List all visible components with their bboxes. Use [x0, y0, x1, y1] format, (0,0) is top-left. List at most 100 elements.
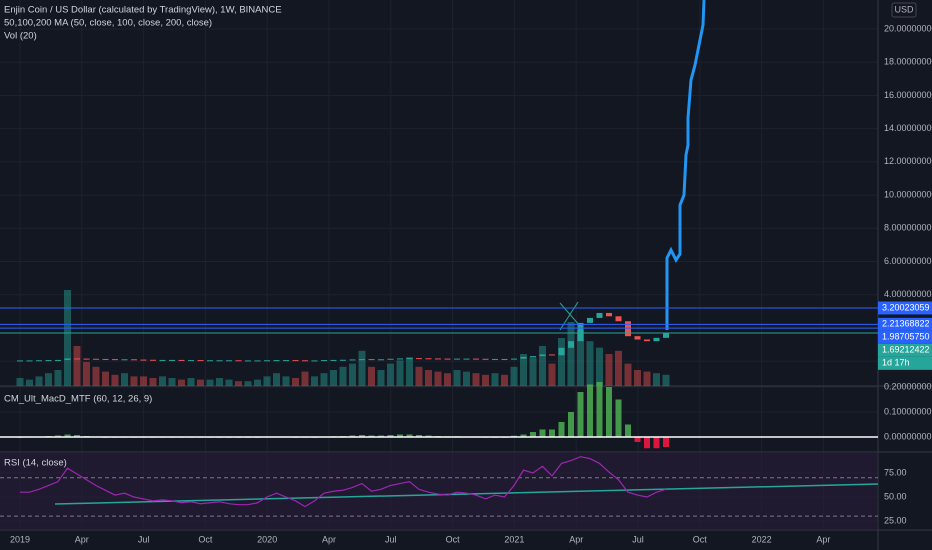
volume-bar [567, 322, 575, 386]
volume-bar [64, 290, 71, 386]
y-tick-label: 16.00000000 [884, 90, 932, 100]
candle [435, 358, 441, 360]
y-tick-label: 25.00 [884, 515, 907, 525]
candle [311, 360, 318, 362]
candle [121, 359, 128, 361]
y-tick-label: 6.00000000 [884, 256, 932, 266]
candle [131, 359, 137, 361]
time-label: Apr [569, 534, 583, 544]
volume-bar [292, 378, 299, 386]
volume-bar [54, 370, 62, 386]
volume-bar [83, 362, 90, 386]
candle [568, 341, 574, 348]
macd-bar [644, 437, 650, 449]
y-tick-label: 14.00000000 [884, 123, 932, 133]
y-tick-label: 75.00 [884, 467, 907, 477]
y-tick-label: 12.00000000 [884, 156, 932, 166]
symbol-legend: Enjin Coin / US Dollar (calculated by Tr… [4, 5, 282, 16]
volume-bar [225, 379, 233, 386]
volume-bar [406, 357, 413, 386]
volume-bar [216, 378, 223, 386]
candle [520, 356, 527, 359]
candle [577, 322, 584, 342]
candle [197, 360, 204, 362]
volume-bar [206, 379, 214, 386]
volume-bar [92, 366, 100, 386]
candle [539, 354, 546, 357]
time-label: 2022 [752, 534, 772, 544]
candle [425, 358, 432, 360]
candle [359, 359, 365, 361]
volume-bar [301, 371, 309, 386]
candle [264, 360, 270, 362]
currency: USD [894, 4, 914, 14]
price-label-bg [878, 317, 932, 331]
macd-bar [397, 434, 403, 437]
candle [283, 360, 289, 362]
time-label: Apr [75, 534, 89, 544]
time-label: Jul [385, 534, 397, 544]
volume-bar [178, 379, 185, 386]
volume-bar [415, 366, 423, 386]
macd-bar [549, 429, 555, 437]
candle [207, 360, 213, 362]
volume-bar [472, 373, 480, 386]
candle [112, 359, 118, 361]
candle [454, 358, 460, 360]
volume-bar [425, 370, 432, 386]
macd-bar [568, 412, 574, 437]
macd-legend: CM_Ult_MacD_MTF (60, 12, 26, 9) [4, 394, 152, 405]
drawing-line [559, 301, 579, 331]
candle [330, 359, 337, 361]
candle [64, 358, 71, 360]
candle [596, 312, 603, 318]
candle [93, 358, 99, 360]
volume-bar [26, 379, 33, 386]
volume-bar [643, 371, 651, 386]
y-tick-label: 0.10000000 [884, 406, 932, 416]
time-label: 2019 [10, 534, 30, 544]
rsi-background [0, 452, 878, 530]
y-tick-label: 20.00000000 [884, 23, 932, 33]
candle [321, 360, 327, 362]
candle [606, 312, 612, 317]
candle [26, 360, 33, 362]
candle [169, 359, 175, 361]
candle [444, 358, 451, 360]
price-label: 1.69212422 [882, 345, 930, 355]
time-label: 2021 [504, 534, 524, 544]
volume-bar [168, 378, 176, 386]
volume-bar [624, 363, 632, 386]
candle [216, 360, 223, 362]
volume-bar [349, 363, 356, 386]
volume-bar [111, 374, 119, 386]
candle [501, 358, 508, 360]
volume-bar [444, 373, 451, 386]
currency-badge[interactable] [891, 2, 917, 18]
y-tick-label: 4.00000000 [884, 289, 932, 299]
volume-bar [149, 378, 157, 386]
candle [140, 359, 147, 361]
countdown: 1d 17h [882, 358, 910, 368]
volume-bar [140, 376, 147, 386]
volume-bar [605, 354, 613, 386]
volume-bar [501, 374, 508, 386]
volume-bar [121, 373, 128, 386]
y-tick-label: 8.00000000 [884, 223, 932, 233]
volume-bar [453, 370, 461, 386]
candle [492, 358, 498, 360]
volume-bar [358, 350, 366, 386]
macd-bar [663, 437, 669, 447]
y-tick-label: 10.00000000 [884, 189, 932, 199]
ma-legend: 50,100,200 MA (50, close, 100, close, 20… [4, 18, 212, 29]
macd-bar [615, 399, 622, 437]
macd-bar [587, 384, 593, 437]
volume-bar [634, 370, 641, 386]
volume-bar [273, 373, 280, 386]
macd-bar [653, 437, 660, 449]
macd-bar [634, 437, 641, 442]
price-label-bg [878, 330, 932, 344]
volume-bar [320, 373, 328, 386]
volume-bar [520, 354, 527, 386]
